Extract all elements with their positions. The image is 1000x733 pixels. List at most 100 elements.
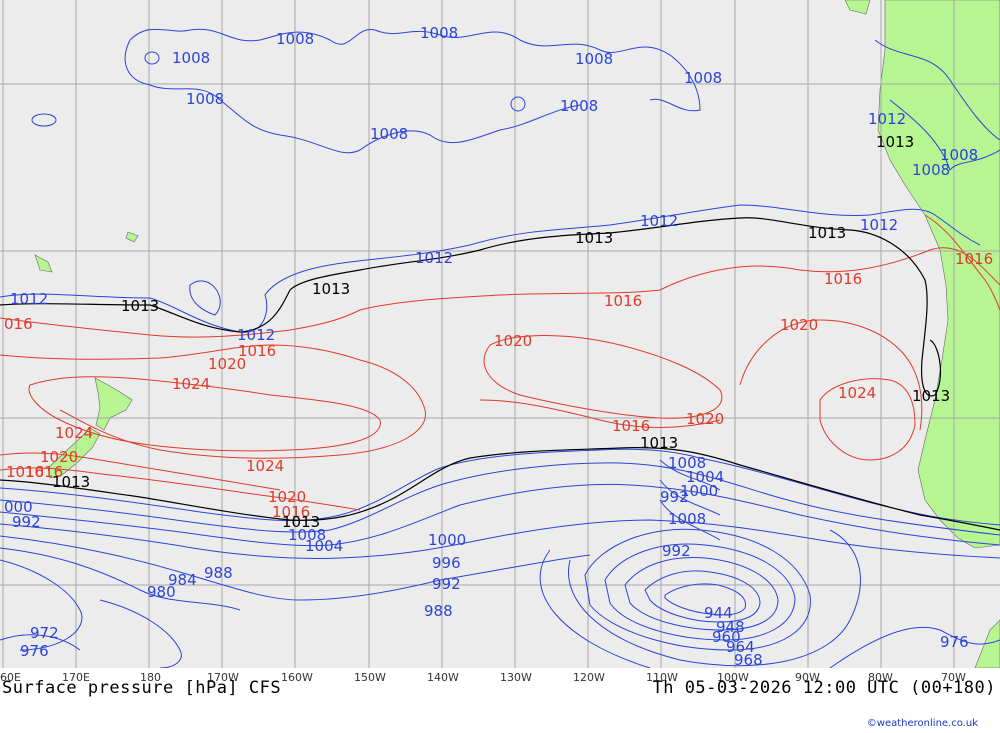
isobar-label: 016: [4, 315, 33, 333]
isobar-label: 000: [4, 498, 33, 516]
isobar-label: 1008: [172, 49, 210, 67]
isobar-label: 976: [940, 633, 969, 651]
isobar-label: 1012: [868, 110, 906, 128]
land-new-zealand-south: [47, 427, 101, 479]
isobar-label: 1020: [494, 332, 532, 350]
map-canvas: 1008 1008 1008 1008 1008 1008 1008 1008 …: [0, 0, 1000, 668]
chart-title: Surface pressure [hPa] CFS: [2, 678, 282, 698]
isobar-label: 944: [704, 604, 733, 622]
lon-label-170e: 170E: [62, 671, 90, 684]
isobar-label: 1020: [686, 410, 724, 428]
isobar-label: 1013: [52, 473, 90, 491]
isobar-label: 988: [204, 564, 233, 582]
isobar-label: 1008: [668, 510, 706, 528]
isobar-label: 1024: [172, 375, 210, 393]
lon-label-150w: 150W: [354, 671, 386, 684]
graticule: [0, 0, 1000, 668]
isobar-label: 1008: [684, 69, 722, 87]
isobar-label: 1008: [276, 30, 314, 48]
lon-label-100w: 100W: [717, 671, 749, 684]
isobar-label: 1012: [237, 326, 275, 344]
isobar-label: 1013: [912, 387, 950, 405]
isobar-label: 1000: [680, 482, 718, 500]
isobar-label: 1016: [6, 463, 44, 481]
isobar-label: 1013: [312, 280, 350, 298]
isobar-label: 1020: [780, 316, 818, 334]
pressure-map: 1008 1008 1008 1008 1008 1008 1008 1008 …: [0, 0, 1000, 668]
lon-label-170w: 170W: [207, 671, 239, 684]
lon-label-140w: 140W: [427, 671, 459, 684]
isobar-label: 1016: [272, 503, 310, 521]
isobar-label: 1008: [370, 125, 408, 143]
isobar-label: 992: [662, 542, 691, 560]
isobar-label: 1013: [876, 133, 914, 151]
isobar-label: 1012: [415, 249, 453, 267]
land-island: [34, 254, 53, 273]
lon-label-110w: 110W: [646, 671, 678, 684]
isobar-labels: 1008 1008 1008 1008 1008 1008 1008 1008 …: [4, 24, 993, 668]
lon-label-130w: 130W: [500, 671, 532, 684]
isobar-label: 1024: [246, 457, 284, 475]
red-isobars: [0, 214, 1000, 511]
isobar-label: 1013: [640, 434, 678, 452]
isobar-label: 1016: [238, 342, 276, 360]
isobar-label: 1013: [575, 229, 613, 247]
isobar-label: 1016: [25, 463, 63, 481]
isobar-label: 968: [734, 651, 763, 668]
isobar-label: 1012: [640, 212, 678, 230]
isobar-label: 1008: [186, 90, 224, 108]
isobar-label: 976: [20, 642, 49, 660]
isobar-label: 1004: [305, 537, 343, 555]
isobar-label: 1000: [428, 531, 466, 549]
isobar-label: 1016: [604, 292, 642, 310]
black-isobars: [0, 217, 1000, 531]
isobar-label: 1016: [612, 417, 650, 435]
isobar-label: 1013: [121, 297, 159, 315]
footer: 60E 170E 180 170W 160W 150W 140W 130W 12…: [0, 668, 1000, 733]
isobar-label: 1024: [55, 424, 93, 442]
lon-label-160w: 160W: [281, 671, 313, 684]
isobar-label: 1024: [838, 384, 876, 402]
valid-time: Th 05-03-2026 12:00 UTC (00+180): [652, 678, 996, 698]
land-south-america: [877, 0, 1000, 549]
isobar-label: 1012: [860, 216, 898, 234]
isobar-label: 1013: [282, 513, 320, 531]
isobar-label: 964: [726, 638, 755, 656]
isobar-label: 960: [712, 628, 741, 646]
isobar-label: 996: [432, 554, 461, 572]
isobar-label: 1020: [268, 488, 306, 506]
isobar-label: 1020: [208, 355, 246, 373]
isobar-label: 1008: [940, 146, 978, 164]
isobar-label: 1008: [560, 97, 598, 115]
lon-label-180: 180: [140, 671, 161, 684]
isobar-label: 992: [432, 575, 461, 593]
isobar-label: 948: [716, 618, 745, 636]
lon-label-80w: 80W: [868, 671, 893, 684]
longitude-ticks: 60E 170E 180 170W 160W 150W 140W 130W 12…: [0, 671, 966, 684]
isobar-label: 972: [30, 624, 59, 642]
isobar-label: 980: [147, 583, 176, 601]
lon-label-60e: 60E: [0, 671, 21, 684]
credit-text[interactable]: ©weatheronline.co.uk: [866, 718, 978, 729]
isobar-label: 1008: [575, 50, 613, 68]
isobar-label: 992: [660, 488, 689, 506]
isobar-label: 1008: [668, 454, 706, 472]
blue-isobars: [0, 28, 1000, 668]
isobar-label: 1016: [824, 270, 862, 288]
isobar-label: 1020: [40, 448, 78, 466]
lon-label-120w: 120W: [573, 671, 605, 684]
isobar-label: 992: [12, 513, 41, 531]
isobar-label: 988: [424, 602, 453, 620]
isobar-label: 1012: [10, 290, 48, 308]
lon-label-70w: 70W: [941, 671, 966, 684]
isobar-label: 1008: [420, 24, 458, 42]
isobar-label: 1016: [955, 250, 993, 268]
isobar-label: 1008: [288, 526, 326, 544]
land-new-zealand-north: [94, 377, 133, 431]
isobar-label: 1008: [912, 161, 950, 179]
land-island: [844, 0, 871, 15]
land-island: [125, 231, 139, 243]
isobar-label: 984: [168, 571, 197, 589]
lon-label-90w: 90W: [795, 671, 820, 684]
isobar-label: 1004: [686, 468, 724, 486]
